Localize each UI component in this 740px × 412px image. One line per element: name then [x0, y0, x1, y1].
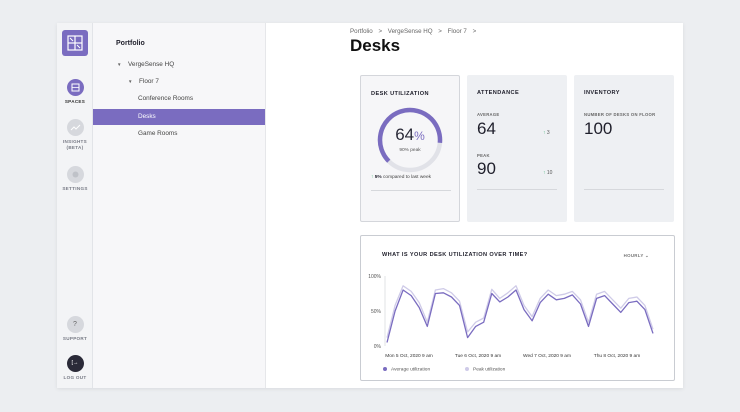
utilization-number: 64 [395, 125, 415, 144]
interval-select[interactable]: HOURLY ⌄ [623, 253, 649, 258]
average-utilization-line [386, 289, 654, 343]
comparison-text: compared to last week [383, 175, 432, 180]
average-delta-value: 3 [546, 130, 550, 136]
desk-count-label: NUMBER OF DESKS ON FLOOR [584, 112, 656, 117]
rail-item-insights[interactable]: INSIGHTS (BETA) [57, 119, 93, 151]
chart-title: WHAT IS YOUR DESK UTILIZATION OVER TIME? [382, 252, 528, 258]
card-title: DESK UTILIZATION [371, 91, 429, 97]
rail-label-insights: INSIGHTS [62, 139, 88, 144]
card-title: ATTENDANCE [477, 90, 520, 96]
x-tick-label: Wed 7 Oct, 2020 9 am [523, 353, 571, 359]
rail-label-settings: SETTINGS [62, 186, 88, 191]
attendance-card[interactable]: ATTENDANCE AVERAGE 64 ↑ 3 PEAK 90 ↑ 10 [467, 75, 567, 222]
average-label: AVERAGE [477, 112, 500, 117]
inventory-card[interactable]: INVENTORY NUMBER OF DESKS ON FLOOR 100 [574, 75, 674, 222]
utilization-unit: % [414, 129, 425, 143]
average-value: 64 [477, 119, 496, 138]
tree-item-label: Conference Rooms [138, 95, 194, 102]
utilization-gauge [377, 107, 443, 173]
legend-swatch [383, 367, 387, 371]
peak-delta: ↑ 10 [543, 170, 552, 176]
y-tick-label: 100% [368, 274, 381, 280]
utilization-comparison: ↑ 5% compared to last week [371, 175, 431, 180]
legend-label: Average utilization [391, 367, 431, 373]
rail-label-support: SUPPORT [62, 336, 88, 341]
y-tick-label: 0% [374, 344, 382, 350]
breadcrumb-separator: > [378, 28, 383, 35]
breadcrumb-vergesense-hq[interactable]: VergeSense HQ [387, 28, 433, 35]
tree-item-desks[interactable]: Desks [93, 109, 265, 125]
tree-item-game-rooms[interactable]: Game Rooms [93, 126, 265, 142]
up-arrow-icon: ↑ [543, 170, 546, 176]
legend-swatch [465, 367, 469, 371]
logout-icon: [→ [66, 355, 84, 372]
rail-label-logout: LOG OUT [63, 375, 87, 380]
divider [371, 190, 451, 191]
utilization-peak: 90% peak [399, 148, 421, 153]
logo-icon [67, 35, 83, 51]
app-logo[interactable] [62, 30, 88, 56]
tree-item-label: Floor 7 [139, 78, 159, 85]
divider [584, 189, 664, 190]
space-tree: Portfolio ▼ VergeSense HQ ▼ Floor 7 Conf… [93, 23, 266, 388]
up-arrow-icon: ↑ [543, 130, 546, 136]
peak-value: 90 [477, 159, 496, 178]
desk-utilization-card[interactable]: DESK UTILIZATION 64% 90% peak ↑ 5% compa… [360, 75, 460, 222]
breadcrumb: Portfolio > VergeSense HQ > Floor 7 > [350, 28, 480, 35]
tree-item-conference-rooms[interactable]: Conference Rooms [93, 91, 265, 107]
insights-icon [66, 119, 84, 136]
rail-item-logout[interactable]: [→ LOG OUT [57, 355, 93, 381]
rail-label-beta: (BETA) [66, 145, 84, 150]
chevron-down-icon[interactable]: ▼ [128, 79, 133, 84]
help-icon: ? [66, 316, 84, 333]
utilization-line-chart: 100% 50% 0%Mon 5 Oct, 2020 9 am Tue 6 Oct, … [368, 274, 654, 359]
breadcrumb-floor-7[interactable]: Floor 7 [447, 28, 467, 35]
legend-peak[interactable]: Peak utilization [465, 367, 505, 372]
breadcrumb-separator: > [438, 28, 442, 35]
rail-item-spaces[interactable]: SPACES [57, 79, 93, 105]
tree-item-label: Game Rooms [138, 130, 178, 137]
breadcrumb-portfolio[interactable]: Portfolio [350, 28, 373, 35]
legend-label: Peak utilization [473, 367, 506, 373]
divider [477, 189, 557, 190]
gauge-fill [377, 107, 443, 163]
legend-average[interactable]: Average utilization [383, 367, 430, 372]
desk-count-value: 100 [584, 119, 613, 138]
x-tick-label: Thu 8 Oct, 2020 9 am [594, 353, 640, 359]
page-title: Desks [350, 36, 401, 55]
comparison-value: 5% [374, 175, 382, 180]
tree-item-label: Desks [138, 113, 156, 120]
average-delta: ↑ 3 [543, 130, 550, 136]
card-title: INVENTORY [584, 90, 620, 96]
spaces-icon [66, 79, 84, 96]
up-arrow-icon: ↑ [371, 175, 374, 180]
peak-label: PEAK [477, 153, 490, 158]
rail-item-support[interactable]: ? SUPPORT [57, 316, 93, 342]
utilization-chart-card: WHAT IS YOUR DESK UTILIZATION OVER TIME?… [360, 235, 675, 381]
icon-rail: SPACES INSIGHTS (BETA) SETTINGS ? SUPPOR… [57, 23, 93, 388]
main-content: Portfolio > VergeSense HQ > Floor 7 > De… [266, 23, 683, 388]
breadcrumb-separator: > [472, 28, 477, 35]
tree-item-label: VergeSense HQ [128, 61, 175, 68]
chevron-down-icon[interactable]: ▼ [117, 62, 122, 67]
tree-item-vergesense-hq[interactable]: ▼ VergeSense HQ [93, 57, 265, 73]
x-tick-label: Tue 6 Oct, 2020 9 am [455, 353, 501, 359]
peak-utilization-line [386, 285, 654, 338]
peak-delta-value: 10 [546, 170, 553, 176]
rail-label-spaces: SPACES [64, 99, 86, 104]
rail-item-settings[interactable]: SETTINGS [57, 166, 93, 192]
app-window: SPACES INSIGHTS (BETA) SETTINGS ? SUPPOR… [57, 23, 683, 388]
gear-icon [66, 166, 84, 183]
utilization-value: 64% [361, 125, 459, 145]
tree-item-floor-7[interactable]: ▼ Floor 7 [93, 74, 265, 90]
x-tick-label: Mon 5 Oct, 2020 9 am [385, 353, 432, 359]
tree-title: Portfolio [116, 40, 145, 47]
y-tick-label: 50% [371, 309, 382, 315]
